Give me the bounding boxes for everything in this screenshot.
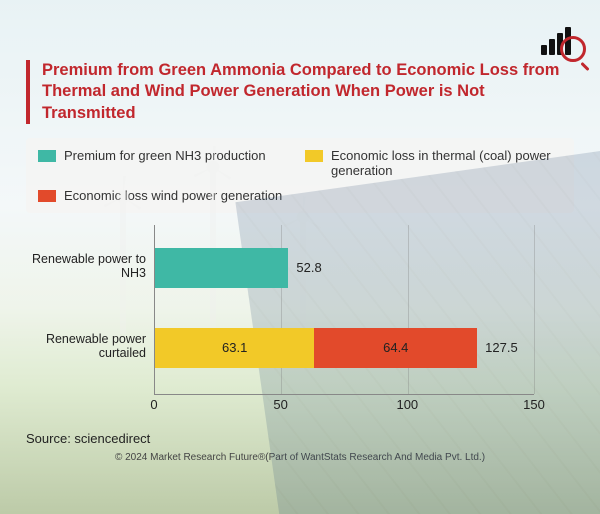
plot-area: 52.8 63.164.4 127.5 [154, 225, 534, 395]
title-wrap: Premium from Green Ammonia Compared to E… [26, 60, 574, 124]
legend-label: Economic loss wind power generation [64, 188, 282, 203]
legend-swatch [38, 190, 56, 202]
bar-total-label: 127.5 [485, 340, 518, 355]
legend-item: Economic loss in thermal (coal) power ge… [305, 148, 562, 178]
legend-item: Premium for green NH3 production [38, 148, 295, 178]
legend-label: Premium for green NH3 production [64, 148, 266, 163]
x-tick-label: 50 [273, 397, 287, 412]
segment-value-label: 63.1 [155, 328, 314, 368]
brand-logo [538, 14, 582, 58]
legend: Premium for green NH3 production Economi… [26, 138, 574, 213]
gridline [534, 225, 535, 394]
x-tick-label: 100 [396, 397, 418, 412]
bar-total-label: 52.8 [296, 260, 321, 275]
x-tick-label: 150 [523, 397, 545, 412]
category-label: Renewable power to NH3 [26, 252, 146, 281]
legend-swatch [38, 150, 56, 162]
chart-area: Renewable power to NH3 Renewable power c… [26, 225, 574, 425]
legend-label: Economic loss in thermal (coal) power ge… [331, 148, 562, 178]
legend-item: Economic loss wind power generation [38, 188, 295, 203]
source-label: Source: sciencedirect [26, 431, 574, 446]
bar-segment [155, 248, 288, 288]
segment-value-label: 64.4 [314, 328, 477, 368]
x-tick-label: 0 [150, 397, 157, 412]
legend-swatch [305, 150, 323, 162]
bar-row: 63.164.4 127.5 [155, 328, 534, 368]
copyright-label: © 2024 Market Research Future®(Part of W… [26, 452, 574, 463]
chart-title: Premium from Green Ammonia Compared to E… [42, 60, 574, 124]
x-axis: 050100150 [154, 397, 534, 417]
category-label: Renewable power curtailed [26, 332, 146, 361]
figure-canvas: Premium from Green Ammonia Compared to E… [0, 0, 600, 514]
bar-row: 52.8 [155, 248, 534, 288]
